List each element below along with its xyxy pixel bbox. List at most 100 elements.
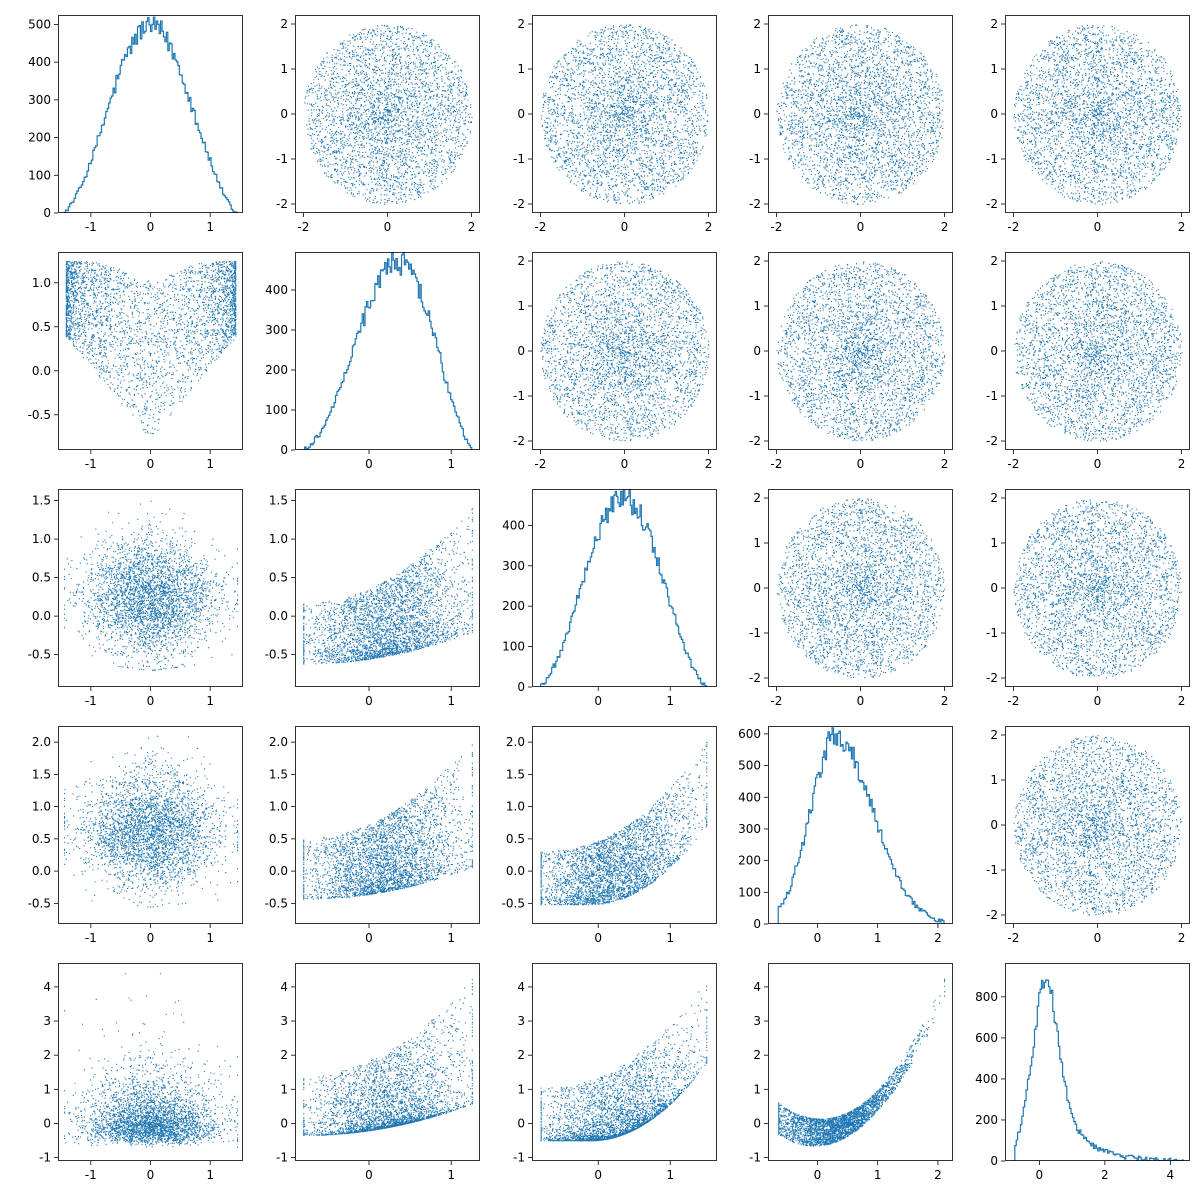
y-tick-label: 0: [990, 107, 998, 121]
x-tick-label: 1: [447, 694, 455, 708]
y-tick-label: -1: [986, 152, 998, 166]
x-tick-label: 2: [1178, 220, 1186, 234]
scatter-points: [776, 24, 944, 205]
y-tick-label: 3: [43, 1014, 51, 1028]
x-tick-label: 0: [365, 694, 373, 708]
y-tick-label: 2: [753, 1048, 761, 1062]
x-tick-label: -2: [1007, 220, 1019, 234]
histogram-line: [1014, 979, 1185, 1161]
x-tick-label: 1: [206, 220, 214, 234]
y-tick-label: 4: [517, 980, 525, 994]
axes-frame: [532, 252, 717, 450]
plot-area: [1014, 979, 1185, 1161]
y-tick-label: 2: [753, 254, 761, 268]
x-tick-label: 0: [1094, 220, 1102, 234]
y-tick-label: -1: [513, 1151, 525, 1165]
y-tick-label: -0.5: [28, 896, 51, 910]
axes-frame: [295, 963, 480, 1161]
scatter-points: [65, 260, 237, 435]
y-tick-label: 1: [753, 536, 761, 550]
y-tick-label: -2: [986, 671, 998, 685]
y-tick-label: -1: [986, 863, 998, 877]
subplot-r1-c4: -2 0 2 -2 -1 0 1 2: [986, 252, 1190, 471]
subplot-r3-c4: -2 0 2 -2 -1 0 1 2: [986, 726, 1190, 945]
scatter-points: [1014, 261, 1183, 442]
x-tick-label: 0: [147, 457, 155, 471]
plot-area: [65, 260, 237, 435]
x-tick-label: 1: [447, 931, 455, 945]
y-tick-label: 1: [990, 773, 998, 787]
axes-frame: [58, 489, 243, 687]
y-tick-label: -2: [749, 671, 761, 685]
axes-frame: [58, 15, 243, 213]
plot-area: [540, 741, 708, 906]
y-tick-label: 2: [990, 728, 998, 742]
axes-frame: [295, 726, 480, 924]
y-tick-label: -1: [513, 389, 525, 403]
y-tick-label: 1: [753, 1082, 761, 1096]
y-tick-label: 600: [975, 1031, 998, 1045]
scatter-points: [540, 261, 710, 442]
y-tick-label: 0: [43, 1116, 51, 1130]
y-tick-label: 300: [738, 822, 761, 836]
histogram-line: [302, 252, 473, 450]
x-tick-label: 2: [941, 694, 949, 708]
y-tick-label: 1.0: [506, 800, 525, 814]
axes-frame: [1005, 15, 1190, 213]
plot-area: [776, 261, 946, 442]
y-tick-label: 0: [517, 1116, 525, 1130]
y-tick-label: 2: [280, 1048, 288, 1062]
axes-frame: [295, 252, 480, 450]
y-tick-label: 500: [738, 759, 761, 773]
y-tick-label: -2: [276, 197, 288, 211]
y-tick-label: 1: [517, 62, 525, 76]
x-tick-label: -1: [85, 1168, 97, 1182]
x-tick-label: 2: [1178, 694, 1186, 708]
x-tick-label: 2: [941, 220, 949, 234]
scatter-points: [776, 261, 946, 442]
y-tick-label: 1: [990, 536, 998, 550]
y-tick-label: 3: [517, 1014, 525, 1028]
y-tick-label: 100: [265, 403, 288, 417]
y-tick-label: 2: [990, 491, 998, 505]
y-tick-label: -1: [513, 152, 525, 166]
histogram-line: [540, 489, 707, 687]
y-tick-label: -1: [276, 1151, 288, 1165]
y-tick-label: 0: [517, 680, 525, 694]
subplot-r2-c2: 0 1 0 100 200 300 400: [502, 489, 717, 708]
scatter-points: [540, 986, 708, 1142]
x-tick-label: -2: [297, 220, 309, 234]
plot-area: [540, 489, 707, 687]
x-tick-label: 0: [147, 220, 155, 234]
x-tick-label: 1: [447, 1168, 455, 1182]
y-tick-label: 2.0: [32, 735, 51, 749]
x-tick-label: 0: [594, 931, 602, 945]
subplot-r1-c0: -1 0 1 -0.5 0.0 0.5 1.0: [28, 252, 243, 471]
subplot-r3-c0: -1 0 1 -0.5 0.0 0.5 1.0 1.5 2.0: [28, 726, 243, 945]
scatter-points: [540, 741, 708, 906]
axes-frame: [768, 252, 953, 450]
scatter-points: [1013, 499, 1182, 679]
subplot-r0-c0: -1 0 1 0 100 200 300 400 500: [28, 15, 243, 234]
axes-frame: [1005, 726, 1190, 924]
x-tick-label: 1: [206, 931, 214, 945]
axes-frame: [768, 15, 953, 213]
axes-frame: [532, 489, 717, 687]
y-tick-label: 100: [28, 168, 51, 182]
y-tick-label: 1: [280, 62, 288, 76]
x-tick-label: 1: [874, 1168, 882, 1182]
x-tick-label: 1: [206, 1168, 214, 1182]
plot-area: [540, 986, 708, 1142]
plot-area: [540, 24, 709, 204]
y-tick-label: 0: [753, 107, 761, 121]
y-tick-label: 3: [753, 1014, 761, 1028]
x-tick-label: -2: [1007, 931, 1019, 945]
y-tick-label: -2: [749, 434, 761, 448]
scatter-points: [303, 508, 473, 665]
y-tick-label: 3: [280, 1014, 288, 1028]
y-tick-label: 0.5: [32, 571, 51, 585]
y-tick-label: 1.0: [269, 532, 288, 546]
plot-area: [776, 24, 944, 205]
subplot-r4-c0: -1 0 1 -1 0 1 2 3 4: [39, 963, 243, 1182]
y-tick-label: -2: [513, 434, 525, 448]
